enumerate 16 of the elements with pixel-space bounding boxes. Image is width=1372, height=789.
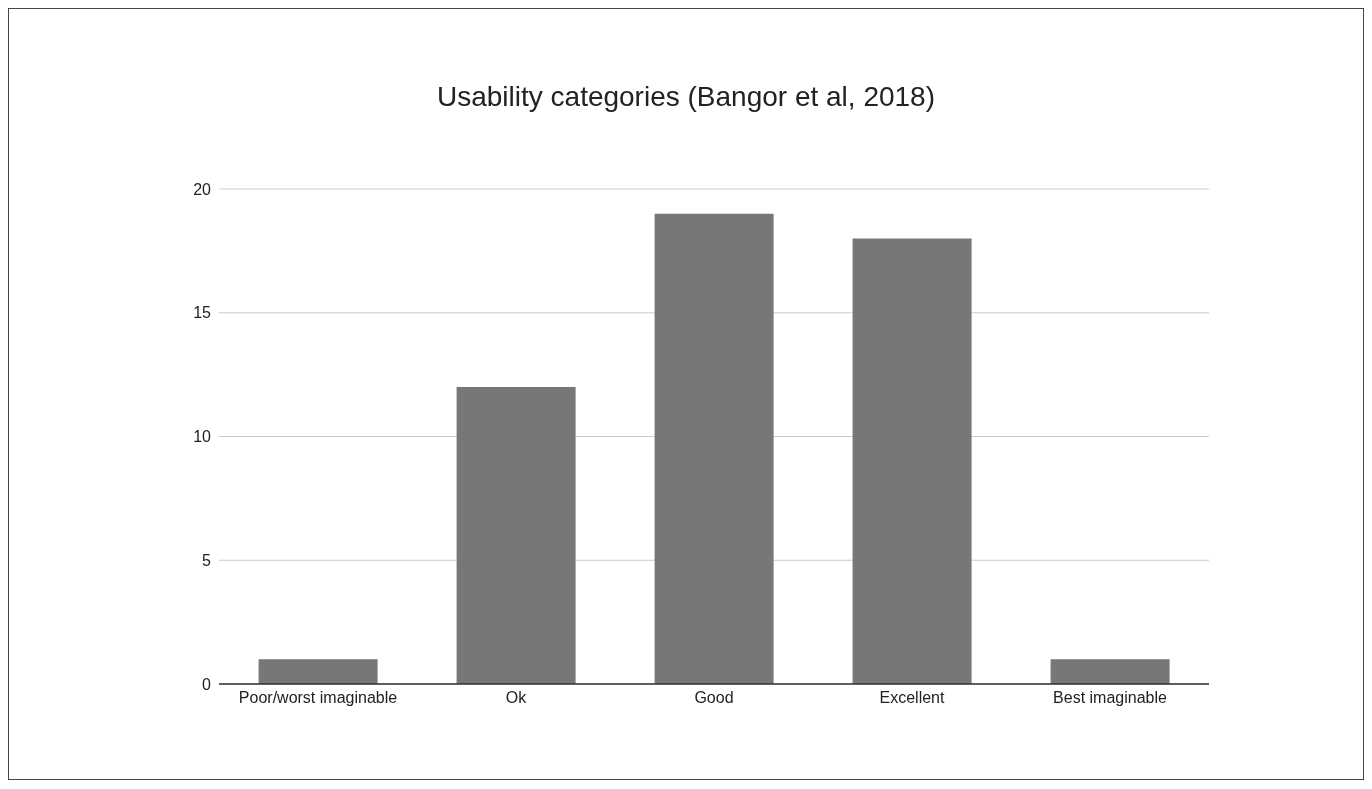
bar <box>258 659 378 684</box>
y-tick-label: 20 <box>193 180 212 198</box>
bar <box>654 213 774 684</box>
bar <box>852 238 972 684</box>
y-tick-label: 15 <box>193 304 212 322</box>
x-tick-label: Good <box>694 689 734 707</box>
y-tick-label: 10 <box>193 428 212 446</box>
x-tick-label: Ok <box>505 689 528 707</box>
x-tick-label: Poor/worst imaginable <box>238 689 398 707</box>
bar <box>456 387 576 684</box>
y-tick-label: 0 <box>202 675 212 693</box>
y-tick-label: 5 <box>202 551 212 569</box>
chart-title: Usability categories (Bangor et al, 2018) <box>435 81 936 113</box>
x-tick-label: Best imaginable <box>1053 689 1168 707</box>
bar <box>1050 659 1170 684</box>
x-tick-label: Excellent <box>879 689 946 707</box>
